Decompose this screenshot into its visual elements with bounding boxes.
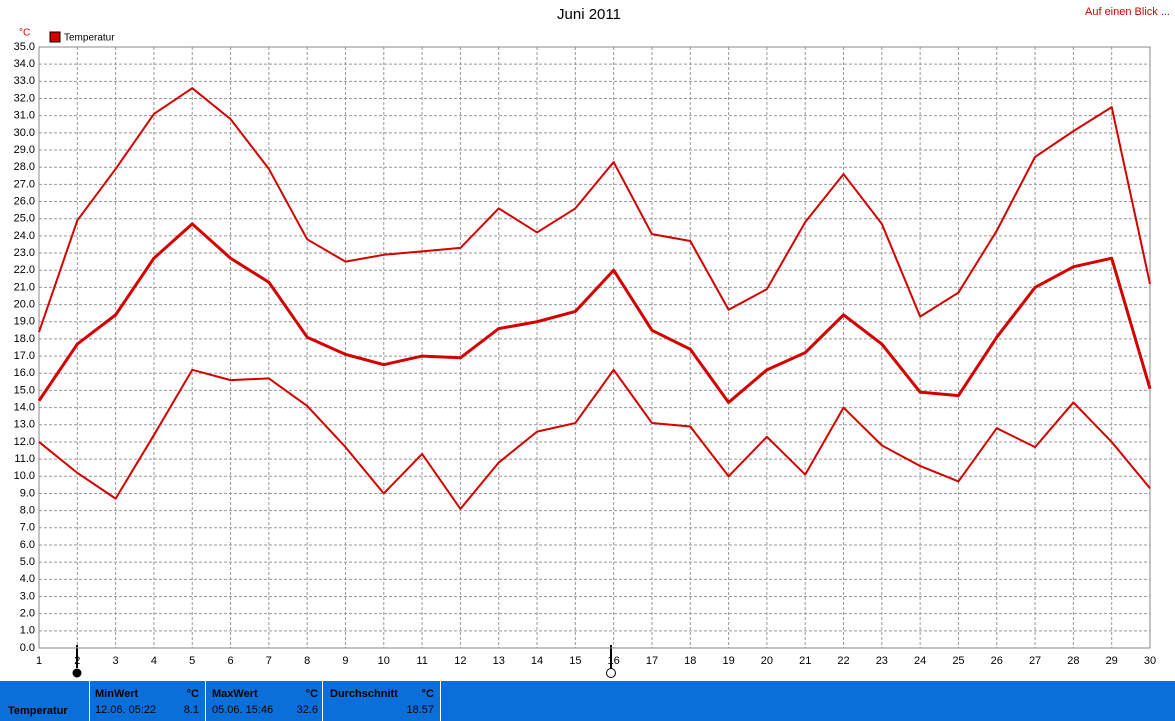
chart-title: Juni 2011 xyxy=(557,6,621,23)
stats-row: Temperatur xyxy=(0,681,89,721)
y-tick-label: 30.0 xyxy=(14,127,35,139)
x-tick-label: 18 xyxy=(684,655,696,667)
stats-cell: MaxWert °C 05.06. 15:46 32.6 xyxy=(205,681,322,721)
cell-value: 8.1 xyxy=(183,704,199,716)
temperature-line xyxy=(38,368,1151,510)
x-tick-label: 7 xyxy=(266,655,272,667)
temperature-line xyxy=(37,222,1152,404)
y-tick-label: 4.0 xyxy=(20,573,35,585)
y-tick-label: 26.0 xyxy=(14,195,35,207)
x-tick-label: 2 xyxy=(74,655,80,667)
chart: Juni 2011 Auf einen Blick ... °C Tempera… xyxy=(14,6,1170,678)
x-tick-label: 29 xyxy=(1106,655,1118,667)
row-label: Temperatur xyxy=(8,705,68,717)
legend-label: Temperatur xyxy=(64,33,115,44)
x-tick-label: 4 xyxy=(151,655,157,667)
y-tick-label: 1.0 xyxy=(20,625,35,637)
y-tick-label: 6.0 xyxy=(20,539,35,551)
cell-title: MinWert xyxy=(95,688,139,700)
y-tick-label: 5.0 xyxy=(20,556,35,568)
x-tick-label: 10 xyxy=(378,655,390,667)
x-tick-label: 26 xyxy=(991,655,1003,667)
y-tick-label: 29.0 xyxy=(14,144,35,156)
x-tick-label: 5 xyxy=(189,655,195,667)
x-tick-label: 9 xyxy=(342,655,348,667)
x-tick-label: 6 xyxy=(227,655,233,667)
x-tick-label: 20 xyxy=(761,655,773,667)
x-tick-label: 27 xyxy=(1029,655,1041,667)
x-tick-label: 12 xyxy=(454,655,466,667)
y-tick-label: 0.0 xyxy=(20,642,35,654)
cell-value: 18.57 xyxy=(406,704,434,716)
temperature-line xyxy=(38,87,1151,333)
y-tick-label: 10.0 xyxy=(14,470,35,482)
x-tick-label: 30 xyxy=(1144,655,1156,667)
y-tick-label: 12.0 xyxy=(14,436,35,448)
cell-title: MaxWert xyxy=(212,688,258,700)
y-tick-label: 8.0 xyxy=(20,505,35,517)
y-tick-label: 35.0 xyxy=(14,41,35,53)
overview-link[interactable]: Auf einen Blick ... xyxy=(1085,6,1170,18)
y-tick-label: 11.0 xyxy=(14,453,35,465)
legend-swatch xyxy=(49,31,61,43)
y-tick-label: 2.0 xyxy=(20,608,35,620)
cell-time: 05.06. 15:46 xyxy=(212,704,274,716)
y-tick-label: 33.0 xyxy=(14,75,35,87)
y-tick-label: 14.0 xyxy=(14,402,35,414)
stats-cell: Durchschnitt °C 18.57 xyxy=(322,681,441,721)
x-tick-label: 11 xyxy=(416,655,427,667)
cell-unit: °C xyxy=(186,688,199,700)
y-tick-label: 28.0 xyxy=(14,161,35,173)
x-tick-label: 28 xyxy=(1067,655,1079,667)
y-tick-label: 15.0 xyxy=(14,384,35,396)
x-tick-label: 15 xyxy=(569,655,581,667)
y-tick-label: 18.0 xyxy=(14,333,35,345)
cell-unit: °C xyxy=(305,688,318,700)
y-tick-label: 31.0 xyxy=(14,110,35,122)
moon-marker xyxy=(606,668,616,678)
y-tick-label: 17.0 xyxy=(14,350,35,362)
y-tick-label: 34.0 xyxy=(14,58,35,70)
x-tick-label: 17 xyxy=(646,655,658,667)
y-tick-label: 13.0 xyxy=(14,419,35,431)
x-tick-label: 24 xyxy=(914,655,926,667)
y-tick-label: 3.0 xyxy=(20,590,35,602)
cell-unit: °C xyxy=(421,688,434,700)
y-tick-label: 20.0 xyxy=(14,298,35,310)
x-tick-label: 3 xyxy=(113,655,119,667)
y-tick-label: 19.0 xyxy=(14,316,35,328)
cell-title: Durchschnitt xyxy=(330,688,398,700)
y-tick-label: 32.0 xyxy=(14,92,35,104)
y-tick-label: 27.0 xyxy=(14,178,35,190)
x-tick-label: 16 xyxy=(608,655,620,667)
y-tick-label: 22.0 xyxy=(14,264,35,276)
y-tick-label: 24.0 xyxy=(14,230,35,242)
y-tick-label: 7.0 xyxy=(20,522,35,534)
cell-value: 32.6 xyxy=(296,704,318,716)
cell-time: 12.06. 05:22 xyxy=(95,704,157,716)
x-tick-label: 25 xyxy=(952,655,964,667)
x-tick-label: 8 xyxy=(304,655,310,667)
y-tick-label: 9.0 xyxy=(20,487,35,499)
x-tick-label: 14 xyxy=(531,655,543,667)
x-tick-label: 1 xyxy=(36,655,42,667)
plot-border xyxy=(38,46,1151,649)
y-tick-label: 23.0 xyxy=(14,247,35,259)
x-tick-label: 23 xyxy=(876,655,888,667)
y-axis-label: °C xyxy=(19,28,30,39)
y-tick-label: 16.0 xyxy=(14,367,35,379)
y-tick-label: 21.0 xyxy=(14,281,35,293)
x-tick-label: 21 xyxy=(799,655,811,667)
moon-marker xyxy=(72,668,82,678)
x-tick-label: 13 xyxy=(493,655,505,667)
stats-cell: MinWert °C 12.06. 05:22 8.1 xyxy=(89,681,205,721)
x-tick-label: 19 xyxy=(722,655,734,667)
stats-bar: Temperatur MinWert °C 12.06. 05:22 8.1 M… xyxy=(0,681,1175,721)
x-tick-label: 22 xyxy=(837,655,849,667)
y-tick-label: 25.0 xyxy=(14,213,35,225)
